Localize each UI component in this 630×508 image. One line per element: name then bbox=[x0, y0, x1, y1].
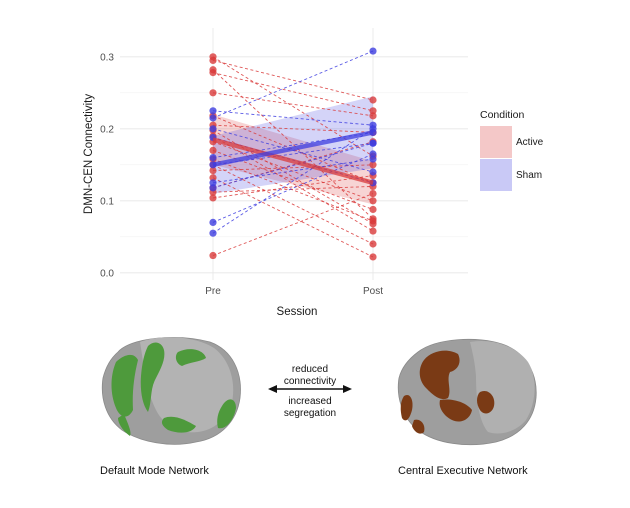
double-arrow bbox=[268, 385, 352, 393]
y-tick-label: 0.0 bbox=[100, 268, 114, 279]
point-post-active bbox=[369, 205, 377, 214]
point-post-sham bbox=[369, 150, 377, 158]
point-pre-active bbox=[209, 146, 217, 154]
point-post-sham bbox=[369, 155, 377, 163]
y-tick-label: 0.1 bbox=[100, 196, 114, 207]
point-post-active bbox=[369, 217, 377, 225]
arrow-label-top: reduced connectivity bbox=[255, 364, 365, 388]
brain-illustrations bbox=[101, 337, 537, 446]
arrow-label-bottom-line2: segregation bbox=[283, 408, 337, 419]
point-post-active bbox=[369, 227, 377, 235]
point-pre-active bbox=[209, 56, 217, 64]
subject-line-sham bbox=[212, 158, 374, 184]
subject-line-active bbox=[212, 69, 374, 220]
mean-line-active bbox=[212, 137, 374, 185]
y-axis-title: DMN-CEN Connectivity bbox=[83, 94, 95, 214]
point-pre-active bbox=[209, 69, 217, 77]
point-pre-sham bbox=[209, 229, 217, 237]
subject-line-active bbox=[212, 115, 374, 184]
subject-line-sham bbox=[212, 153, 374, 223]
arrow-label-top-line2: connectivity bbox=[283, 376, 337, 387]
subject-line-active bbox=[212, 164, 374, 245]
arrow-label-bottom-line1: increased bbox=[288, 396, 332, 407]
point-post-active bbox=[369, 197, 377, 205]
subject-line-sham bbox=[212, 128, 374, 234]
subject-line-sham bbox=[212, 110, 374, 126]
point-post-active bbox=[369, 107, 377, 115]
subject-line-active bbox=[212, 129, 374, 225]
legend-label-active: Active bbox=[516, 137, 544, 148]
subject-line-active bbox=[212, 158, 374, 222]
legend-key-active bbox=[480, 126, 512, 158]
point-pre-sham bbox=[209, 114, 217, 122]
subject-line-active bbox=[212, 185, 374, 193]
point-pre-sham bbox=[209, 184, 217, 192]
point-post-sham bbox=[369, 139, 377, 147]
point-pre-sham bbox=[209, 107, 217, 115]
arrow-label-top-line1: reduced bbox=[291, 364, 329, 375]
x-axis-title: Session bbox=[277, 306, 318, 318]
dmn-brain bbox=[101, 337, 241, 445]
subject-line-active bbox=[212, 72, 374, 112]
cen-brain bbox=[397, 338, 537, 446]
point-post-active bbox=[369, 161, 377, 169]
subject-line-active bbox=[212, 92, 374, 117]
x-tick-label: Pre bbox=[205, 286, 221, 297]
dmn-caption: Default Mode Network bbox=[100, 465, 209, 477]
legend-label-sham: Sham bbox=[516, 170, 542, 181]
subject-line-active bbox=[212, 59, 374, 101]
point-post-active bbox=[369, 96, 377, 104]
point-pre-active bbox=[209, 89, 217, 97]
point-pre-sham bbox=[209, 154, 217, 162]
point-pre-active bbox=[209, 251, 217, 260]
subject-line-active bbox=[212, 177, 374, 258]
subject-line-active bbox=[212, 141, 374, 202]
arrow-label-bottom: increased segregation bbox=[255, 396, 365, 420]
point-pre-active bbox=[209, 194, 217, 202]
legend: Condition Active Sham bbox=[480, 109, 544, 191]
subject-line-active bbox=[212, 124, 374, 133]
point-pre-active bbox=[209, 174, 217, 182]
subject-line-active bbox=[212, 135, 374, 232]
point-post-active bbox=[369, 253, 377, 261]
point-pre-sham bbox=[209, 218, 217, 226]
legend-title: Condition bbox=[480, 109, 525, 121]
subject-line-active bbox=[212, 193, 374, 256]
legend-key-sham bbox=[480, 159, 512, 191]
point-post-active bbox=[369, 240, 377, 248]
x-tick-label: Post bbox=[363, 286, 383, 297]
point-pre-sham bbox=[209, 125, 217, 133]
point-post-active bbox=[369, 112, 377, 120]
mean-line-sham bbox=[212, 130, 374, 168]
cen-caption: Central Executive Network bbox=[398, 465, 528, 477]
point-pre-sham bbox=[209, 179, 217, 187]
point-post-sham bbox=[369, 47, 377, 55]
point-pre-active bbox=[209, 166, 217, 175]
plot-area: 0.0 0.1 0.2 0.3 Pre Post Session DMN-CEN Connec… bbox=[83, 28, 468, 318]
point-post-active bbox=[369, 190, 377, 198]
subject-line-active bbox=[212, 175, 374, 199]
point-post-sham bbox=[369, 168, 377, 176]
subject-line-sham bbox=[212, 50, 374, 119]
y-tick-label: 0.3 bbox=[100, 52, 114, 63]
y-tick-label: 0.2 bbox=[100, 124, 114, 135]
subject-line-sham bbox=[212, 142, 374, 189]
subject-line-sham bbox=[212, 142, 374, 166]
